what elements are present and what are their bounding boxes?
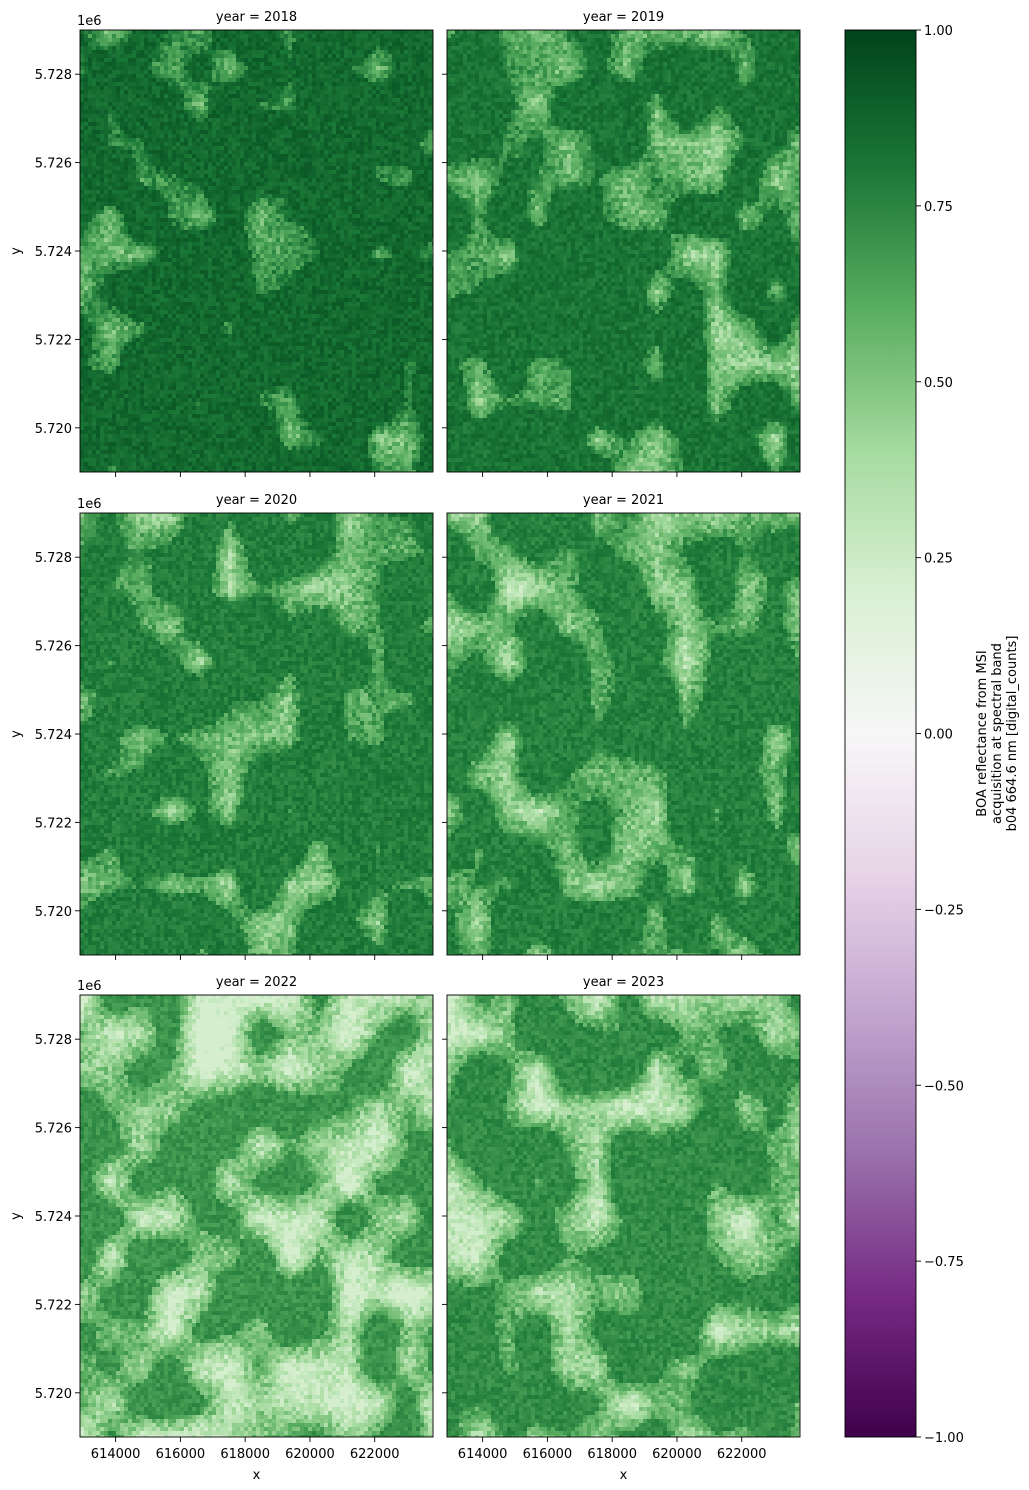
facet-panel-2019: year = 2019 — [442, 10, 801, 477]
facet-title: year = 2023 — [583, 975, 664, 990]
colorbar-label: BOA reflectance from MSI acquisition at s… — [975, 636, 1020, 832]
colorbar-tick-label: −0.75 — [924, 1255, 964, 1270]
y-offset-label: 1e6 — [77, 979, 102, 994]
y-offset-label: 1e6 — [77, 14, 102, 29]
colorbar-label-line: acquisition at spectral band — [990, 643, 1005, 824]
colorbar-gradient — [844, 29, 917, 1438]
y-axis-label: y — [9, 247, 24, 255]
x-tick-label: 622000 — [350, 1447, 400, 1462]
colorbar-tick-label: 0.25 — [924, 552, 953, 567]
heatmap-raster — [80, 30, 433, 472]
heatmap-raster — [80, 995, 433, 1437]
heatmap-raster — [447, 995, 800, 1437]
colorbar-tick-label: 1.00 — [924, 24, 953, 39]
y-tick-label: 5.722 — [35, 816, 72, 831]
y-offset-label: 1e6 — [77, 497, 102, 512]
y-tick-label: 5.722 — [35, 1298, 72, 1313]
x-tick-label: 616000 — [523, 1447, 573, 1462]
colorbar-tick-label: 0.75 — [924, 200, 953, 215]
y-tick-label: 5.724 — [35, 728, 72, 743]
facet-panel-2020: year = 2020 5.720 5.722 5.724 5.726 5.728 1e6 y — [9, 493, 434, 960]
colorbar: 1.00 0.75 0.50 0.25 0.00 −0.25 −0.50 −0.75 −1.00… — [844, 24, 1020, 1446]
y-tick-label: 5.724 — [35, 1210, 72, 1225]
x-axis-label: x — [253, 1468, 261, 1483]
colorbar-tick-label: 0.50 — [924, 376, 953, 391]
colorbar-tick-label: −0.25 — [924, 903, 964, 918]
x-tick-label: 622000 — [717, 1447, 767, 1462]
y-tick-label: 5.728 — [35, 68, 72, 83]
y-axis-label: y — [9, 730, 24, 738]
colorbar-tick-label: −0.50 — [924, 1079, 964, 1094]
y-tick-label: 5.720 — [35, 422, 72, 437]
x-tick-label: 620000 — [285, 1447, 335, 1462]
heatmap-raster — [80, 513, 433, 955]
y-tick-label: 5.728 — [35, 551, 72, 566]
x-tick-label: 618000 — [587, 1447, 637, 1462]
y-tick-label: 5.726 — [35, 640, 72, 655]
facet-title: year = 2018 — [216, 10, 297, 25]
y-tick-label: 5.722 — [35, 333, 72, 348]
y-tick-label: 5.726 — [35, 157, 72, 172]
y-axis-label: y — [9, 1212, 24, 1220]
colorbar-tick-label: 0.00 — [924, 728, 953, 743]
y-tick-label: 5.726 — [35, 1122, 72, 1137]
y-tick-label: 5.720 — [35, 1387, 72, 1402]
x-tick-label: 616000 — [156, 1447, 206, 1462]
facet-panel-2018: year = 2018 5.720 5.722 5.724 5.726 5.728 1e6 y — [9, 10, 434, 477]
facet-panel-2023: year = 2023 614000 616000 618000 620000 62200… — [442, 975, 801, 1483]
facet-panels: year = 20185.7205.7225.7245.7265.7281e6y… — [9, 10, 801, 1483]
y-tick-label: 5.720 — [35, 905, 72, 920]
facet-title: year = 2022 — [216, 975, 297, 990]
colorbar-label-line: BOA reflectance from MSI — [975, 650, 990, 816]
x-tick-label: 614000 — [458, 1447, 508, 1462]
facet-title: year = 2020 — [216, 493, 297, 508]
facet-title: year = 2019 — [583, 10, 664, 25]
facet-panel-2021: year = 2021 — [442, 493, 801, 960]
x-axis-label: x — [620, 1468, 628, 1483]
colorbar-tick-label: −1.00 — [924, 1431, 964, 1446]
x-tick-label: 618000 — [220, 1447, 270, 1462]
y-tick-label: 5.724 — [35, 245, 72, 260]
facet-title: year = 2021 — [583, 493, 664, 508]
y-tick-label: 5.728 — [35, 1033, 72, 1048]
colorbar-label-line: b04 664.6 nm [digital_counts] — [1005, 636, 1020, 832]
x-tick-label: 620000 — [652, 1447, 702, 1462]
x-tick-label: 614000 — [91, 1447, 141, 1462]
facet-panel-2022: year = 2022 5.720 5.722 5.724 5.726 5.728 1e6 y… — [9, 975, 434, 1483]
heatmap-raster — [447, 30, 800, 472]
heatmap-raster — [447, 513, 800, 955]
